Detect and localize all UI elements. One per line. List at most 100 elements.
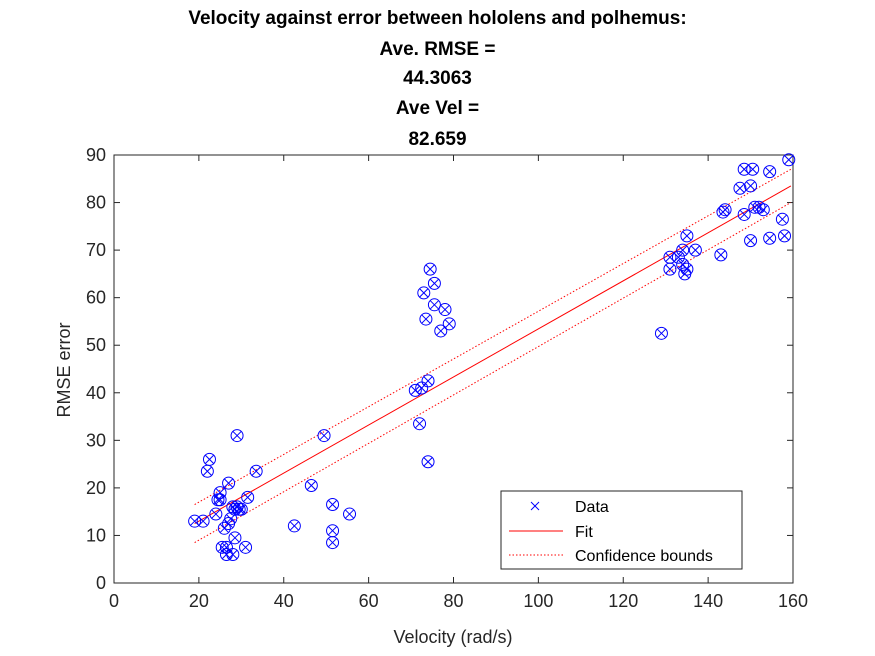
data-point: [239, 540, 253, 554]
chart-title-line-1: Velocity against error between hololens …: [188, 8, 687, 29]
data-point: [746, 162, 760, 176]
data-point-circle: [234, 502, 248, 516]
data-point-circle: [763, 165, 777, 179]
data-point-circle: [671, 250, 685, 264]
data-point-cross-b: [784, 155, 794, 165]
data-point-cross-b: [226, 514, 236, 524]
data-point-cross-b: [203, 466, 212, 476]
data-point: [676, 243, 690, 257]
x-tick-label: 20: [189, 591, 209, 611]
data-point-cross-b: [778, 214, 787, 224]
data-point-cross-b: [765, 167, 775, 176]
data-point-circle: [427, 298, 441, 312]
data-point-circle: [226, 547, 240, 561]
data-point: [421, 374, 435, 388]
confidence-bound-lower: [194, 202, 792, 544]
data-point: [680, 229, 694, 243]
data-point-circle: [421, 455, 435, 469]
data-point: [234, 502, 248, 516]
data-point-cross-b: [680, 269, 690, 279]
chart-title-line-3: 44.3063: [403, 68, 472, 89]
data-point-cross-b: [674, 252, 683, 262]
data-point-cross-b: [682, 231, 692, 241]
data-point-circle: [438, 303, 452, 317]
legend-data-marker-b: [530, 501, 540, 511]
data-point-cross-b: [746, 181, 755, 191]
data-point: [326, 536, 340, 550]
data-point: [421, 455, 435, 469]
data-point: [228, 531, 242, 545]
data-point-circle: [222, 476, 236, 490]
data-point: [782, 153, 796, 167]
data-point: [763, 231, 777, 245]
data-point-circle: [737, 207, 751, 221]
data-point: [419, 312, 433, 326]
data-point-circle: [213, 493, 227, 507]
data-point: [442, 317, 456, 331]
data-point-cross-b: [678, 245, 688, 255]
data-point-cross-b: [440, 305, 450, 314]
data-point-cross-b: [217, 542, 227, 552]
data-point: [213, 486, 227, 500]
data-point-circle: [718, 203, 732, 217]
data-point-cross-b: [750, 202, 760, 212]
data-point-circle: [241, 490, 255, 504]
data-point-circle: [419, 312, 433, 326]
data-point-cross-b: [345, 509, 354, 519]
data-point: [196, 514, 210, 528]
data-point: [663, 262, 677, 276]
data-point-circle: [239, 540, 253, 554]
legend-box: [500, 490, 743, 570]
data-point-cross-b: [748, 164, 758, 174]
data-point-cross-b: [758, 205, 768, 215]
data-point: [756, 203, 770, 217]
data-point-circle: [763, 231, 777, 245]
data-point: [654, 326, 668, 340]
data-point-circle: [434, 324, 448, 338]
y-tick-label: 0: [96, 573, 106, 593]
data-point-cross-b: [419, 288, 429, 298]
data-point-circle: [676, 243, 690, 257]
data-point-circle: [326, 536, 340, 550]
data-point: [213, 493, 227, 507]
data-point-circle: [413, 417, 427, 431]
data-point-cross-b: [423, 457, 433, 467]
data-point-cross-b: [230, 533, 240, 543]
data-point: [688, 243, 702, 257]
data-point: [718, 203, 732, 217]
data-point-circle: [427, 276, 441, 290]
data-point: [714, 248, 728, 262]
data-point-cross-b: [215, 488, 225, 497]
data-point-circle: [287, 519, 301, 533]
chart-title-line-4: Ave Vel =: [395, 98, 480, 119]
data-point-cross-b: [243, 493, 253, 502]
data-point-cross-b: [739, 210, 749, 219]
data-point-circle: [775, 212, 789, 226]
data-point-cross-b: [421, 314, 431, 324]
y-tick-label: 70: [86, 240, 106, 260]
data-point: [417, 286, 431, 300]
data-point-cross-b: [224, 478, 233, 488]
data-point-cross-b: [328, 538, 337, 547]
data-point-cross-b: [328, 526, 337, 536]
data-point-circle: [213, 486, 227, 500]
data-point-cross-b: [665, 264, 675, 274]
data-point-circle: [230, 429, 244, 443]
data-point-circle: [680, 229, 694, 243]
data-point-circle: [733, 181, 747, 195]
data-point-circle: [343, 507, 357, 521]
legend-label: Confidence bounds: [575, 548, 713, 565]
data-point-circle: [676, 257, 690, 271]
data-point: [744, 234, 758, 248]
data-point: [778, 229, 792, 243]
data-point-cross-b: [228, 550, 238, 559]
data-point: [423, 262, 437, 276]
data-point-circle: [249, 464, 263, 478]
y-tick-label: 50: [86, 335, 106, 355]
data-point-circle: [326, 498, 340, 512]
data-point-circle: [782, 153, 796, 167]
data-point-circle: [442, 317, 456, 331]
data-point-cross-b: [746, 236, 755, 245]
data-point-circle: [188, 514, 202, 528]
